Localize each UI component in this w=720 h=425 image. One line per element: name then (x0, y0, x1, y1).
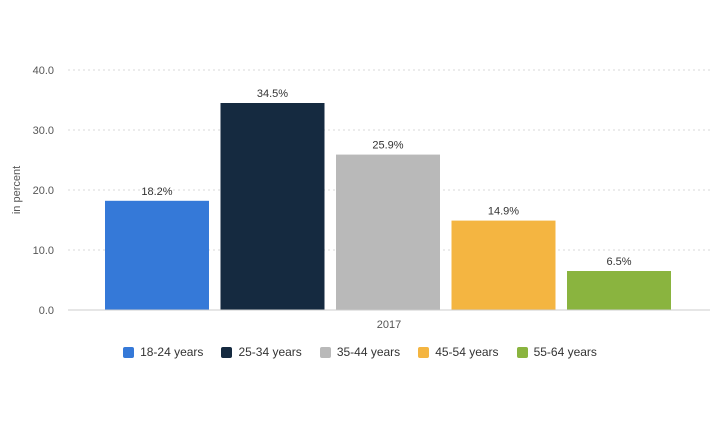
legend: 18-24 years 25-34 years 35-44 years 45-54 y… (0, 345, 720, 359)
legend-label: 55-64 years (533, 345, 597, 359)
legend-item[interactable]: 55-64 years (516, 345, 597, 359)
legend-item[interactable]: 18-24 years (123, 345, 203, 359)
legend-item[interactable]: 35-44 years (319, 345, 401, 359)
legend-item[interactable]: 45-54 years (418, 345, 499, 359)
data-label: 14.9% (488, 206, 519, 218)
legend-label: 35-44 years (336, 345, 401, 359)
legend-swatch (123, 346, 135, 358)
bar-18-24-years (105, 200, 209, 310)
bar-55-64-years (567, 271, 671, 310)
legend-swatch (418, 346, 430, 358)
bars (105, 103, 671, 310)
y-tick-label: 0.0 (39, 305, 54, 317)
legend-label: 45-54 years (435, 345, 499, 359)
data-label: 25.9% (372, 140, 403, 152)
legend-swatch (516, 346, 528, 358)
bar-35-44-years (336, 154, 440, 310)
x-tick-label: 2017 (377, 319, 401, 331)
y-axis-label: in percent (11, 166, 23, 214)
legend-label: 25-34 years (238, 345, 302, 359)
legend-swatch (319, 346, 331, 358)
y-axis-ticks: 0.0 10.0 20.0 30.0 40.0 (33, 65, 54, 317)
y-tick-label: 30.0 (33, 125, 54, 137)
y-tick-label: 10.0 (33, 245, 54, 257)
bar-45-54-years (451, 220, 556, 310)
data-label: 34.5% (257, 88, 288, 100)
y-tick-label: 20.0 (33, 185, 54, 197)
bar-25-34-years (220, 103, 325, 310)
data-labels: 18.2% 34.5% 25.9% 14.9% 6.5% (141, 88, 631, 268)
data-label: 18.2% (141, 186, 172, 198)
y-tick-label: 40.0 (33, 65, 54, 77)
legend-swatch (221, 346, 233, 358)
legend-label: 18-24 years (140, 345, 204, 359)
data-label: 6.5% (606, 256, 631, 268)
legend-item[interactable]: 25-34 years (221, 345, 302, 359)
